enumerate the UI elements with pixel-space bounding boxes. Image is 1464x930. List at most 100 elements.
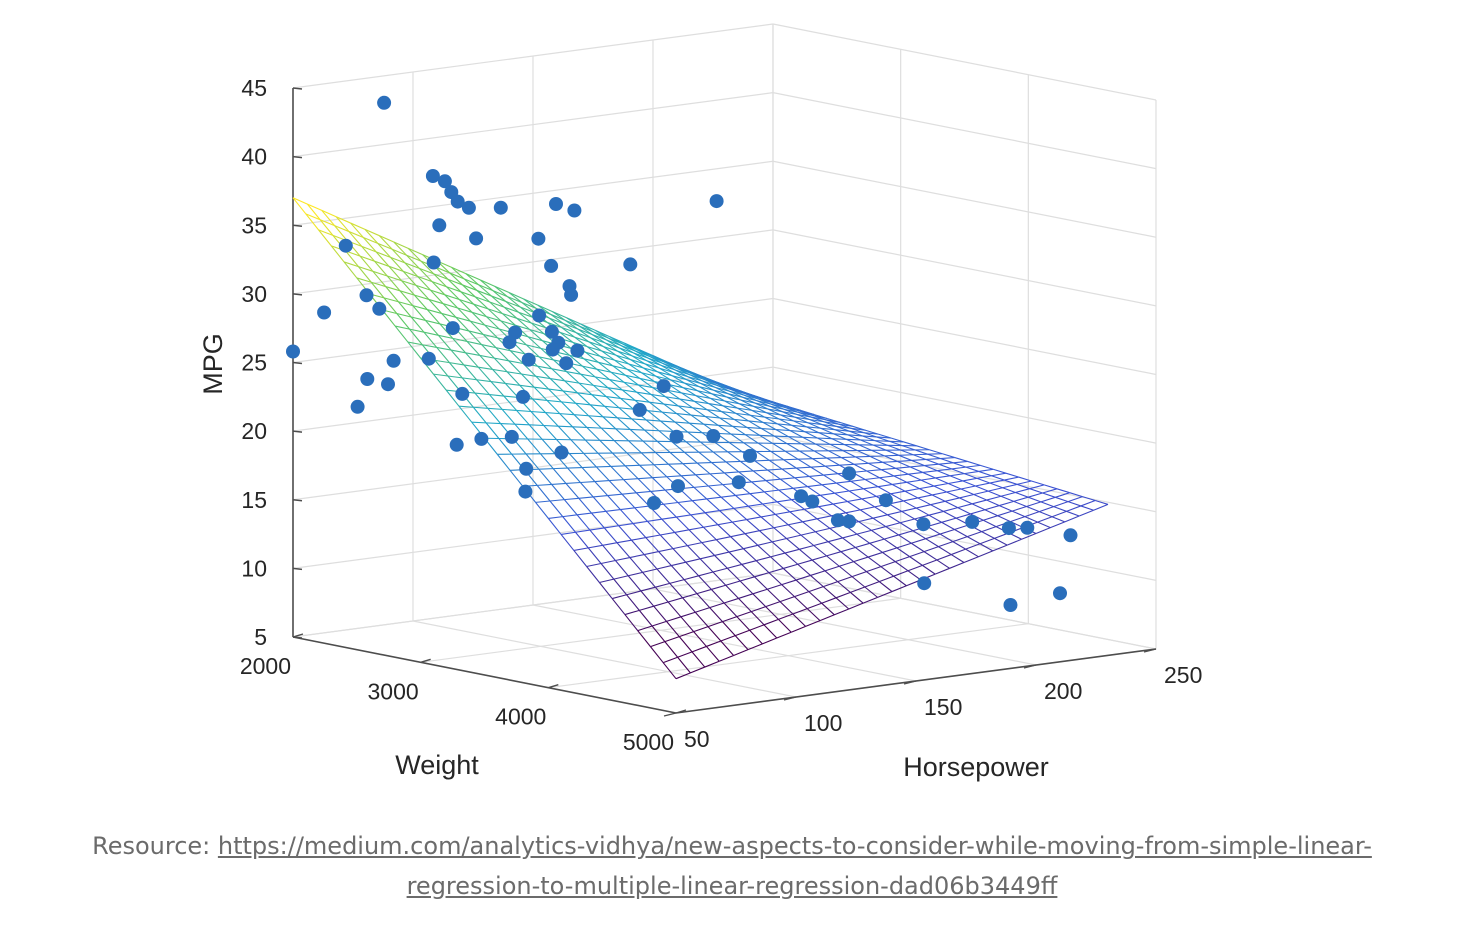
surface-mesh-line — [826, 417, 841, 423]
surface-mesh-line — [578, 382, 593, 396]
surface-mesh-line — [614, 359, 628, 370]
surface-mesh-line — [964, 470, 979, 475]
surface-mesh-line — [917, 497, 931, 506]
surface-mesh-line — [722, 484, 736, 496]
surface-mesh-line — [966, 536, 981, 545]
surface-mesh-line — [529, 424, 544, 427]
surface-mesh-line — [736, 611, 752, 618]
data-point — [564, 287, 579, 302]
surface-mesh-line — [784, 450, 799, 460]
surface-mesh-line — [1066, 510, 1080, 517]
surface-mesh-line — [487, 407, 501, 424]
surface-mesh-line — [1029, 484, 1045, 490]
surface-mesh-line — [652, 476, 667, 479]
surface-mesh-line — [546, 400, 561, 414]
surface-mesh-line — [746, 519, 760, 532]
surface-mesh-line — [960, 485, 976, 490]
z-tick — [292, 361, 303, 365]
surface-mesh-line — [638, 384, 653, 389]
surface-mesh-line — [1082, 496, 1096, 502]
surface-mesh-line — [1027, 492, 1043, 498]
surface-mesh-line — [874, 440, 890, 442]
surface-mesh-line — [463, 364, 479, 368]
surface-mesh-line — [710, 589, 725, 604]
surface-mesh-line — [562, 390, 578, 394]
surface-mesh-line — [933, 482, 949, 487]
surface-mesh-line — [696, 588, 712, 595]
side-wall-grid-line — [292, 23, 774, 89]
surface-mesh-line — [874, 506, 888, 516]
surface-mesh-line — [767, 469, 781, 480]
surface-mesh-line — [754, 402, 769, 410]
surface-mesh-line — [640, 586, 656, 592]
surface-mesh-line — [815, 443, 829, 452]
surface-mesh-line — [1013, 500, 1027, 508]
surface-mesh-line — [647, 521, 661, 536]
surface-mesh-line — [551, 368, 567, 373]
surface-mesh-line — [692, 498, 707, 502]
surface-mesh-line — [604, 405, 618, 419]
data-point — [455, 386, 470, 401]
surface-mesh-line — [890, 493, 904, 502]
z-tick — [292, 430, 303, 433]
surface-mesh-line — [671, 561, 686, 567]
surface-mesh-line — [420, 260, 435, 275]
surface-mesh-line — [457, 307, 471, 322]
surface-mesh-line — [602, 416, 617, 430]
surface-mesh-line — [650, 489, 666, 493]
surface-mesh-line — [783, 458, 799, 461]
surface-mesh-line — [869, 455, 884, 463]
surface-mesh-line — [821, 482, 837, 486]
data-point — [567, 203, 582, 218]
surface-mesh-line — [724, 400, 738, 409]
z-tick — [292, 87, 303, 90]
surface-mesh-line — [717, 524, 732, 538]
surface-mesh-line — [694, 611, 709, 627]
surface-mesh-line — [810, 466, 824, 476]
surface-mesh-line — [1051, 510, 1067, 518]
surface-mesh-line — [680, 611, 696, 618]
surface-mesh-line — [560, 534, 575, 551]
surface-mesh-line — [784, 548, 800, 554]
surface-mesh-line — [792, 608, 808, 615]
surface-mesh-line — [745, 434, 759, 444]
surface-mesh-line — [779, 596, 795, 603]
surface-mesh-line — [687, 431, 703, 434]
surface-mesh-line — [586, 427, 601, 441]
surface-mesh-line — [633, 520, 648, 525]
surface-mesh-line — [585, 351, 599, 363]
surface-mesh-line — [938, 462, 954, 465]
back-wall-grid-line — [772, 572, 1157, 650]
surface-mesh-line — [1024, 511, 1040, 518]
surface-mesh-line — [721, 494, 736, 498]
surface-mesh-line — [695, 474, 709, 487]
surface-mesh-line — [717, 521, 733, 526]
surface-mesh-line — [662, 411, 677, 415]
surface-mesh-line — [805, 426, 820, 434]
surface-mesh-line — [840, 457, 855, 465]
data-point — [474, 431, 489, 446]
surface-mesh-line — [911, 538, 926, 544]
surface-mesh-line — [530, 410, 546, 414]
surface-mesh-line — [679, 631, 694, 638]
surface-mesh-line — [983, 519, 997, 528]
surface-mesh-line — [890, 490, 906, 495]
caption-link[interactable]: https://medium.com/analytics-vidhya/new-… — [0, 832, 1464, 906]
x-tick-label: 4000 — [495, 704, 546, 730]
surface-mesh-line — [728, 442, 743, 453]
surface-mesh-line — [686, 379, 700, 388]
surface-mesh-line — [957, 503, 973, 509]
surface-mesh-line — [863, 488, 877, 497]
surface-mesh-line — [387, 275, 402, 282]
surface-mesh-line — [786, 534, 802, 540]
surface-mesh-line — [828, 537, 843, 543]
surface-mesh-line — [855, 456, 869, 464]
surface-mesh-line — [537, 483, 552, 486]
surface-mesh-line — [615, 557, 630, 562]
surface-mesh-line — [633, 352, 647, 362]
surface-mesh-line — [720, 496, 735, 509]
surface-mesh-line — [1044, 484, 1058, 490]
surface-mesh-line — [762, 421, 778, 425]
surface-mesh-line — [687, 431, 701, 443]
surface-mesh-line — [628, 440, 642, 454]
